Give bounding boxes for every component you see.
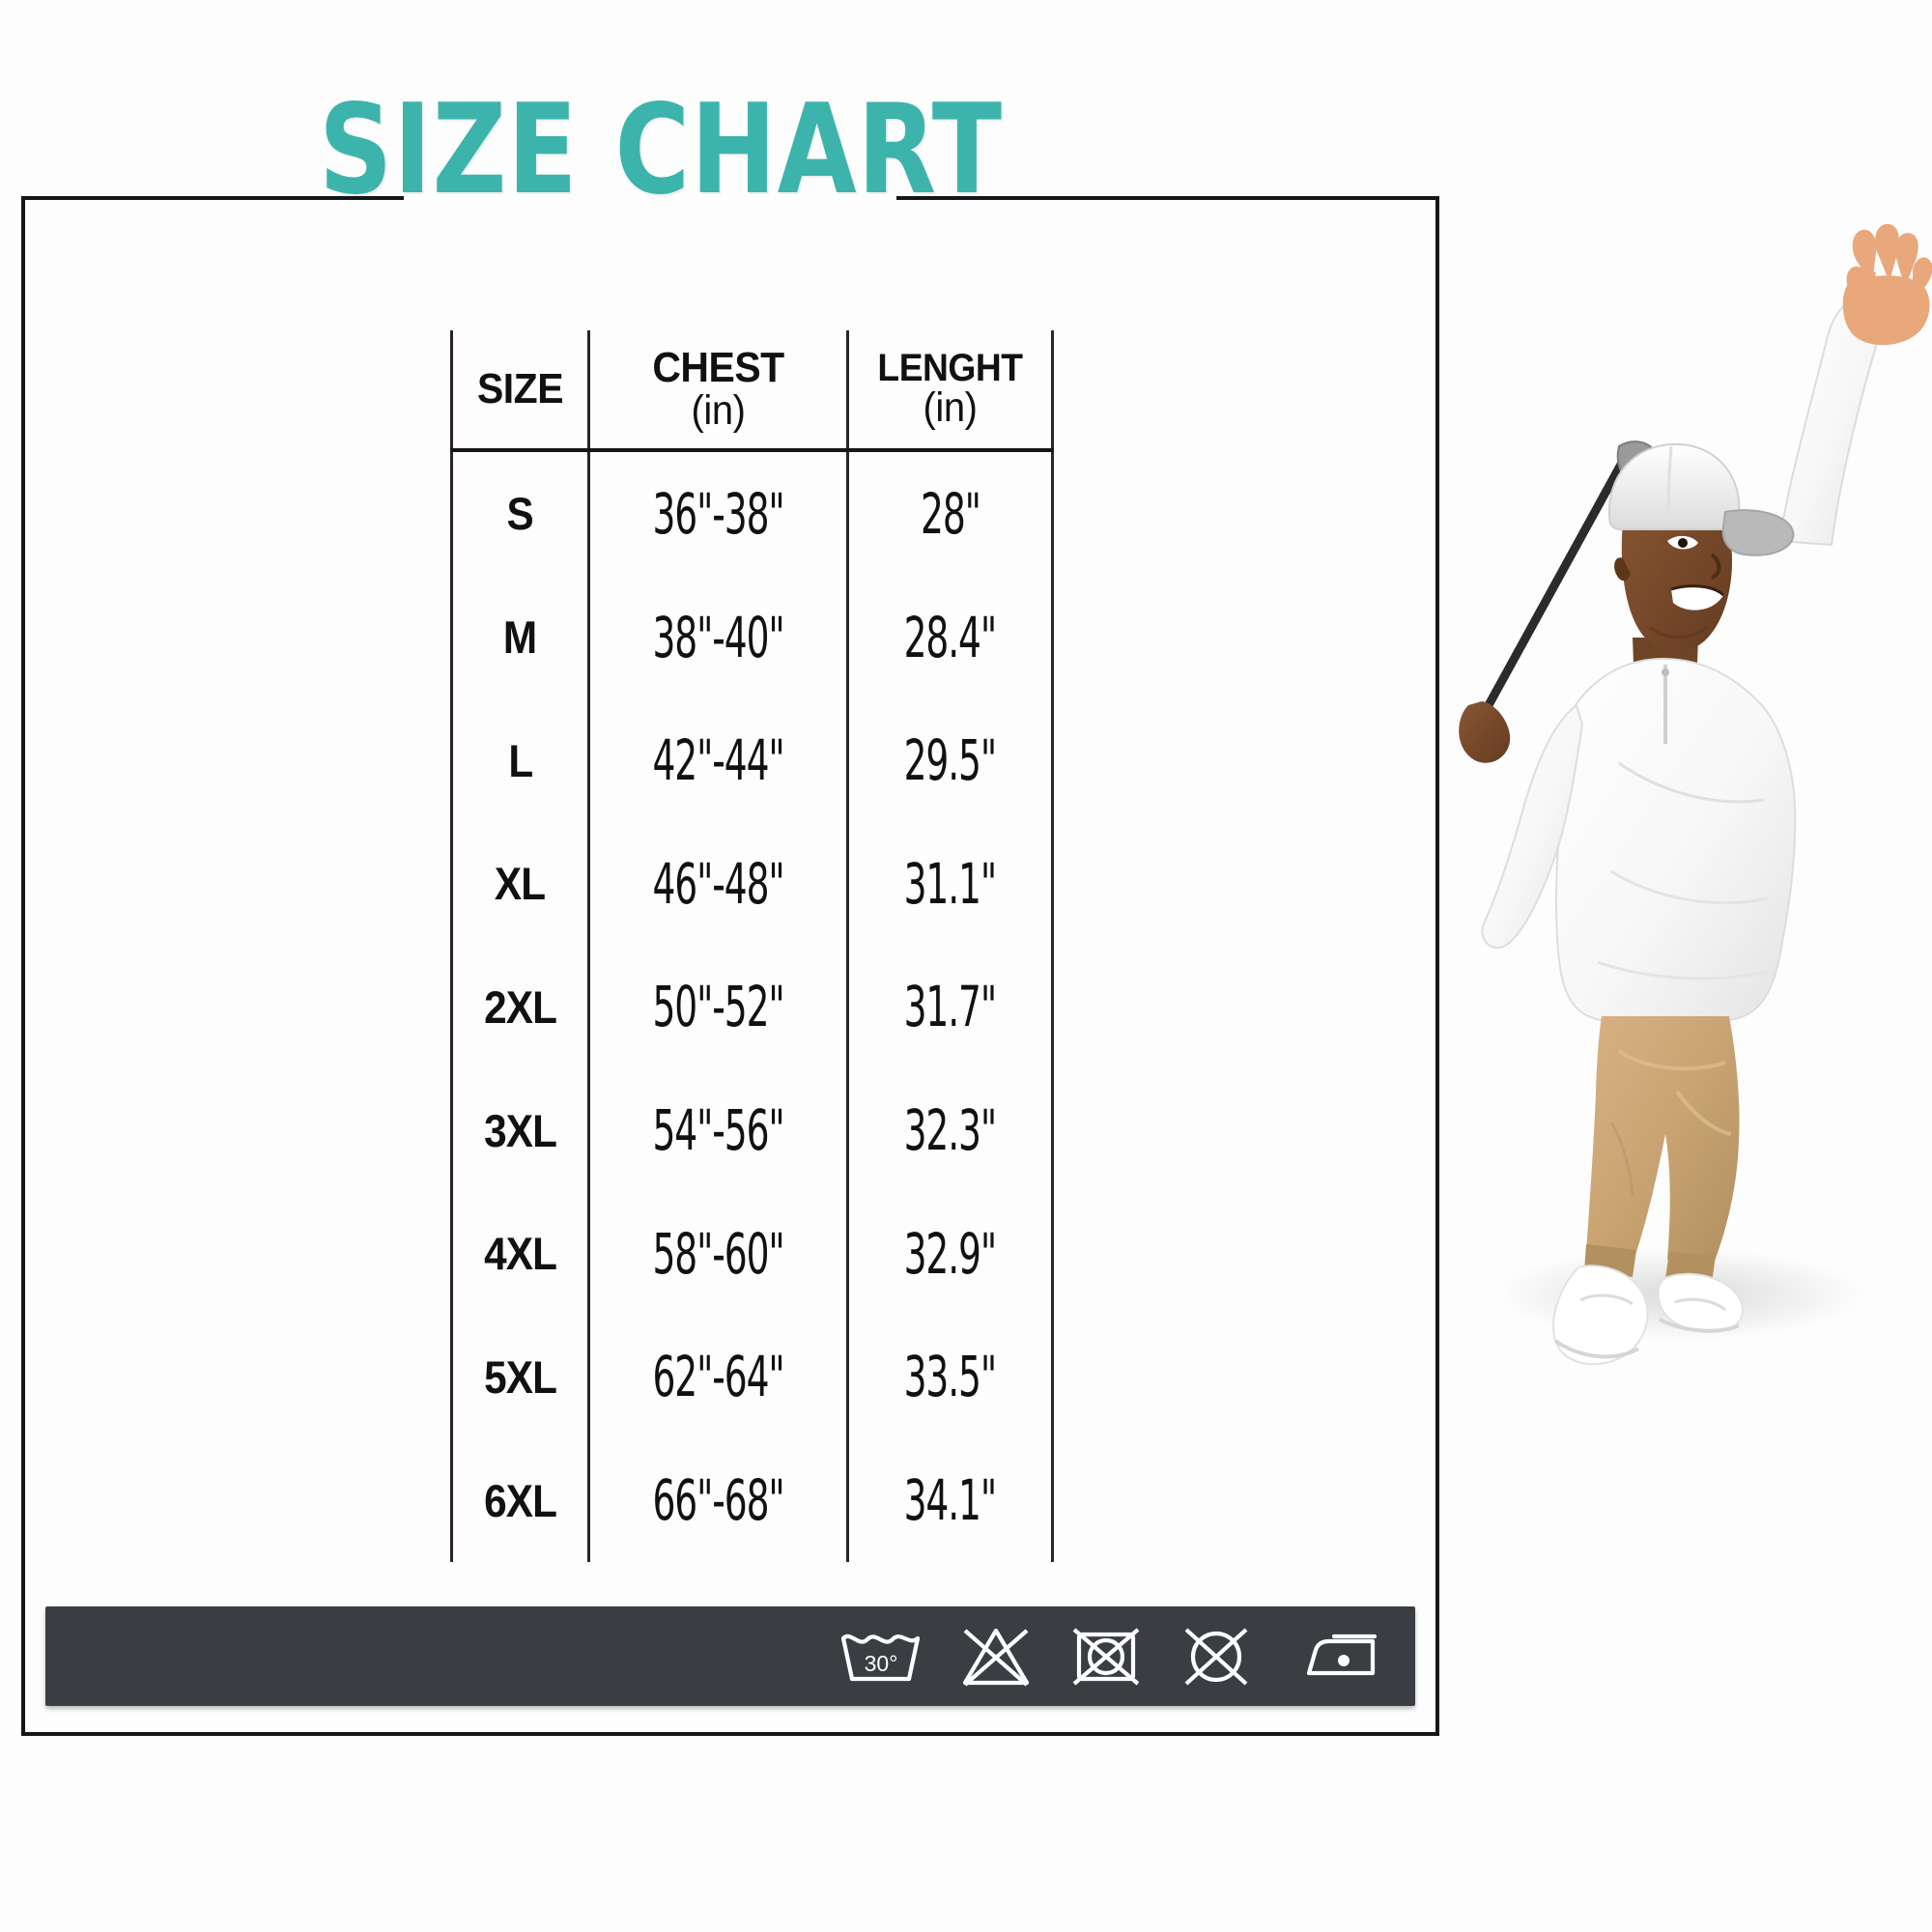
cell-length: 28.4" [846, 575, 1054, 699]
cell-chest: 54"-56" [587, 1068, 849, 1192]
cell-length: 34.1" [846, 1438, 1054, 1562]
length-value: 34.1" [903, 1467, 998, 1534]
page-title-wrap: SIZE CHART [319, 78, 1003, 222]
cell-length: 28" [846, 450, 1054, 576]
cell-length: 29.5" [846, 698, 1054, 822]
table-row: M 38"-40" 28.4" [450, 575, 1054, 699]
column-header-length-unit: (in) [923, 384, 978, 432]
length-value: 28" [920, 480, 981, 547]
table-row: S 36"-38" 28" [450, 450, 1054, 576]
chest-value: 66"-68" [652, 1467, 784, 1534]
cell-chest: 62"-64" [587, 1315, 849, 1439]
chest-value: 50"-52" [652, 974, 784, 1040]
chest-value: 46"-48" [652, 850, 784, 917]
size-value: 3XL [484, 1104, 557, 1156]
cell-size: 3XL [450, 1068, 590, 1192]
chest-value: 38"-40" [652, 604, 784, 670]
column-header-size-label: SIZE [476, 364, 564, 412]
machine-wash-30-icon: 30° [839, 1627, 923, 1687]
chest-value: 42"-44" [652, 727, 784, 794]
cell-size: M [450, 575, 590, 699]
cell-length: 31.7" [846, 945, 1054, 1069]
cell-length: 32.3" [846, 1068, 1054, 1192]
cell-chest: 38"-40" [587, 575, 849, 699]
size-value: 4XL [484, 1228, 557, 1280]
golfer-model-photo [1439, 222, 1932, 1575]
column-header-chest-unit: (in) [691, 386, 746, 434]
cell-length: 33.5" [846, 1315, 1054, 1439]
cell-chest: 58"-60" [587, 1191, 849, 1316]
care-instructions-bar: 30° [45, 1606, 1415, 1706]
table-row: 6XL 66"-68" 34.1" [450, 1438, 1054, 1562]
size-value: 5XL [484, 1350, 557, 1403]
table-body: S 36"-38" 28" M 38"-40" 28.4" L 42"-44" … [450, 450, 1054, 1562]
column-header-length: LENGHT (in) [846, 330, 1054, 452]
length-value: 31.7" [903, 974, 998, 1040]
chest-value: 36"-38" [652, 480, 784, 547]
cell-length: 32.9" [846, 1191, 1054, 1316]
chest-value: 54"-56" [652, 1097, 784, 1164]
table-row: 3XL 54"-56" 32.3" [450, 1068, 1054, 1192]
cell-size: L [450, 698, 590, 822]
svg-text:30°: 30° [865, 1651, 898, 1676]
do-not-dry-clean-icon [1179, 1625, 1253, 1689]
length-value: 32.3" [903, 1097, 998, 1164]
length-value: 31.1" [903, 850, 998, 917]
do-not-bleach-icon [959, 1625, 1033, 1689]
table-row: 4XL 58"-60" 32.9" [450, 1191, 1054, 1316]
length-value: 33.5" [903, 1344, 998, 1410]
size-value: 2XL [484, 980, 557, 1033]
do-not-tumble-dry-icon [1069, 1625, 1143, 1689]
table-row: 2XL 50"-52" 31.7" [450, 945, 1054, 1069]
column-header-chest-label: CHEST [652, 343, 784, 391]
cell-chest: 36"-38" [587, 450, 849, 576]
iron-low-heat-icon [1290, 1627, 1378, 1687]
table-header: SIZE CHEST (in) LENGHT (in) [450, 330, 1054, 452]
cell-length: 31.1" [846, 821, 1054, 946]
length-value: 32.9" [903, 1220, 998, 1287]
column-header-size: SIZE [450, 330, 590, 452]
size-value: L [508, 734, 533, 786]
title-frame-notch [404, 182, 896, 214]
table-row: 5XL 62"-64" 33.5" [450, 1315, 1054, 1439]
length-value: 29.5" [903, 727, 998, 794]
table-row: XL 46"-48" 31.1" [450, 821, 1054, 946]
cell-size: XL [450, 821, 590, 946]
cell-chest: 46"-48" [587, 821, 849, 946]
page-title: SIZE CHART [319, 78, 1003, 222]
cell-size: 4XL [450, 1191, 590, 1316]
chest-value: 62"-64" [652, 1344, 784, 1410]
chest-value: 58"-60" [652, 1220, 784, 1287]
table-header-row: SIZE CHEST (in) LENGHT (in) [450, 330, 1054, 452]
size-value: M [503, 611, 537, 663]
column-header-chest: CHEST (in) [587, 330, 849, 452]
column-header-length-label: LENGHT [877, 346, 1023, 389]
size-value: S [506, 488, 534, 540]
cell-size: S [450, 450, 590, 576]
cell-size: 6XL [450, 1438, 590, 1562]
cell-chest: 66"-68" [587, 1438, 849, 1562]
cell-chest: 50"-52" [587, 945, 849, 1069]
care-icons-group: 30° [839, 1606, 1398, 1706]
size-value: XL [495, 858, 546, 910]
cell-size: 5XL [450, 1315, 590, 1439]
cell-chest: 42"-44" [587, 698, 849, 822]
size-value: 6XL [484, 1474, 557, 1526]
length-value: 28.4" [903, 604, 998, 670]
cell-size: 2XL [450, 945, 590, 1069]
size-chart-table: SIZE CHEST (in) LENGHT (in) S [450, 330, 1054, 1562]
table-row: L 42"-44" 29.5" [450, 698, 1054, 822]
